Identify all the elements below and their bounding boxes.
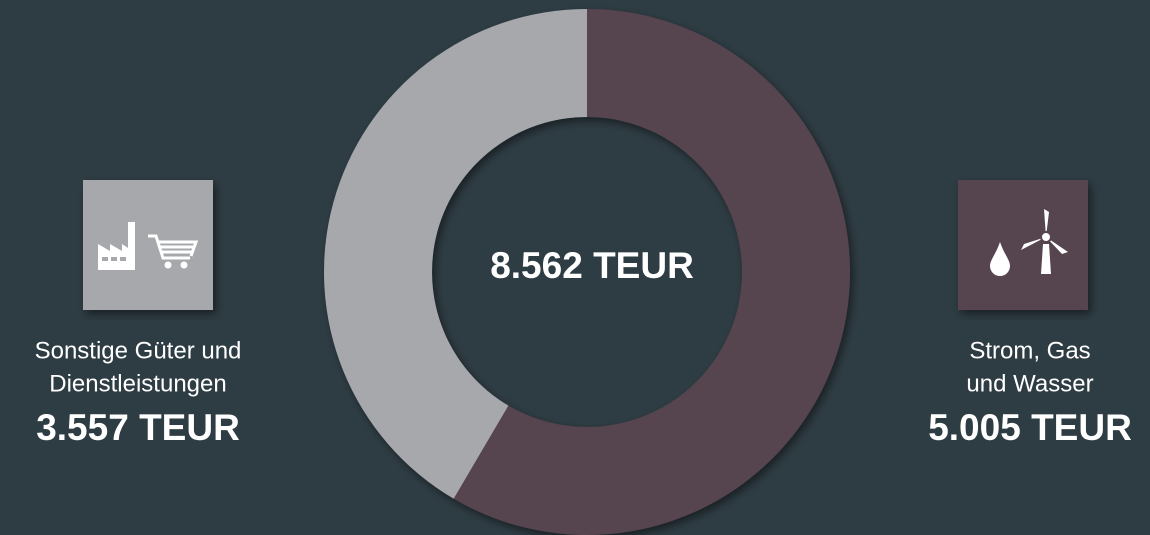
donut-segment [453,9,851,535]
donut [324,9,851,535]
center-label: 8.562 TEUR [490,245,694,286]
donut-segment [324,9,587,499]
category-label: Sonstige Güter und [35,337,242,364]
value-label: 3.557 TEUR [36,407,240,448]
category-label: und Wasser [966,370,1093,397]
value-label: 5.005 TEUR [928,407,1132,448]
right-icon [958,180,1088,310]
category-label: Dienstleistungen [49,370,226,397]
left-icon [83,180,213,310]
category-label: Strom, Gas [969,337,1090,364]
